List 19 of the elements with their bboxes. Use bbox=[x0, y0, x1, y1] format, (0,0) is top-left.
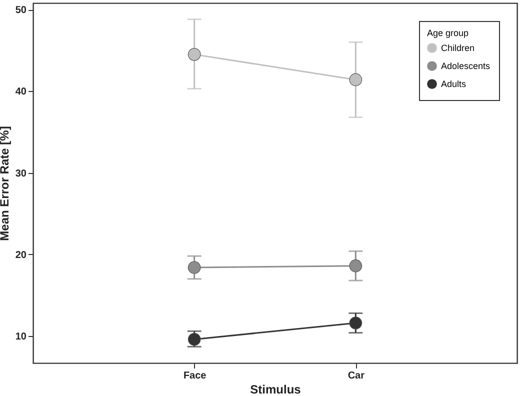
y-axis-title: Mean Error Rate [%] bbox=[0, 126, 12, 241]
legend-label: Adolescents bbox=[441, 61, 491, 71]
legend-title: Age group bbox=[427, 28, 469, 38]
y-tick-label: 50 bbox=[15, 5, 27, 16]
legend-label: Adults bbox=[441, 79, 467, 89]
x-axis-title: Stimulus bbox=[250, 382, 302, 396]
point bbox=[188, 48, 201, 61]
point bbox=[188, 261, 201, 274]
legend-label: Children bbox=[441, 43, 475, 53]
y-tick-label: 10 bbox=[15, 332, 27, 343]
x-tick-label: Car bbox=[348, 370, 365, 382]
point bbox=[349, 73, 362, 86]
point bbox=[188, 332, 201, 346]
x-tick-label: Face bbox=[183, 370, 207, 382]
y-tick-label: 40 bbox=[15, 86, 27, 98]
point bbox=[349, 316, 362, 330]
y-tick-label: 30 bbox=[15, 168, 27, 180]
point bbox=[349, 259, 362, 272]
y-tick-label: 20 bbox=[15, 250, 27, 261]
